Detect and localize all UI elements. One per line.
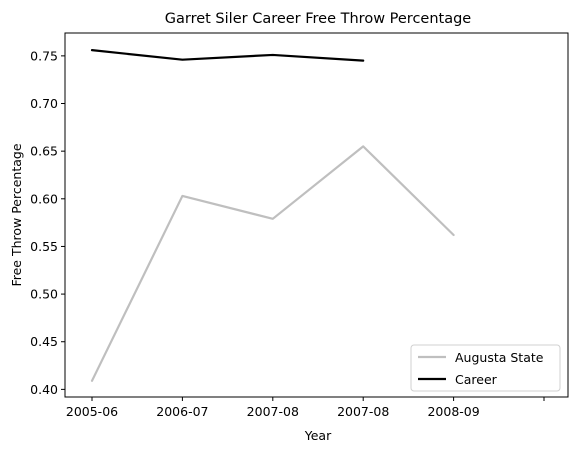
x-tick-label: 2008-09 (427, 404, 479, 419)
series-line-career (90, 49, 365, 62)
y-tick-label: 0.70 (30, 96, 58, 111)
legend-box (410, 344, 561, 392)
y-tick-label: 0.45 (30, 334, 58, 349)
y-tick-label: 0.65 (30, 144, 58, 159)
x-axis-label: Year (304, 428, 332, 443)
series-layer (90, 49, 455, 382)
x-tick-label: 2007-08 (247, 404, 299, 419)
y-tick-label: 0.75 (30, 48, 58, 63)
y-axis-label: Free Throw Percentage (9, 143, 24, 286)
y-tick-label: 0.50 (30, 287, 58, 302)
legend-label-career: Career (455, 372, 498, 387)
chart-title: Garret Siler Career Free Throw Percentag… (165, 11, 472, 27)
legend-label-augusta-state: Augusta State (455, 350, 544, 365)
series-line-augusta-state (90, 145, 455, 382)
x-tick-label: 2005-06 (66, 404, 118, 419)
legend: Augusta State Career (410, 344, 561, 392)
y-axis: 0.40 0.45 0.50 0.55 0.60 0.65 0.70 0.75 (30, 48, 65, 397)
x-axis: 2005-06 2006-07 2007-08 2007-08 2008-09 (66, 397, 545, 419)
y-tick-label: 0.55 (30, 239, 58, 254)
x-tick-label: 2006-07 (156, 404, 208, 419)
y-tick-label: 0.40 (30, 382, 58, 397)
plot-frame (64, 32, 569, 398)
y-tick-label: 0.60 (30, 191, 58, 206)
x-tick-label: 2007-08 (337, 404, 389, 419)
